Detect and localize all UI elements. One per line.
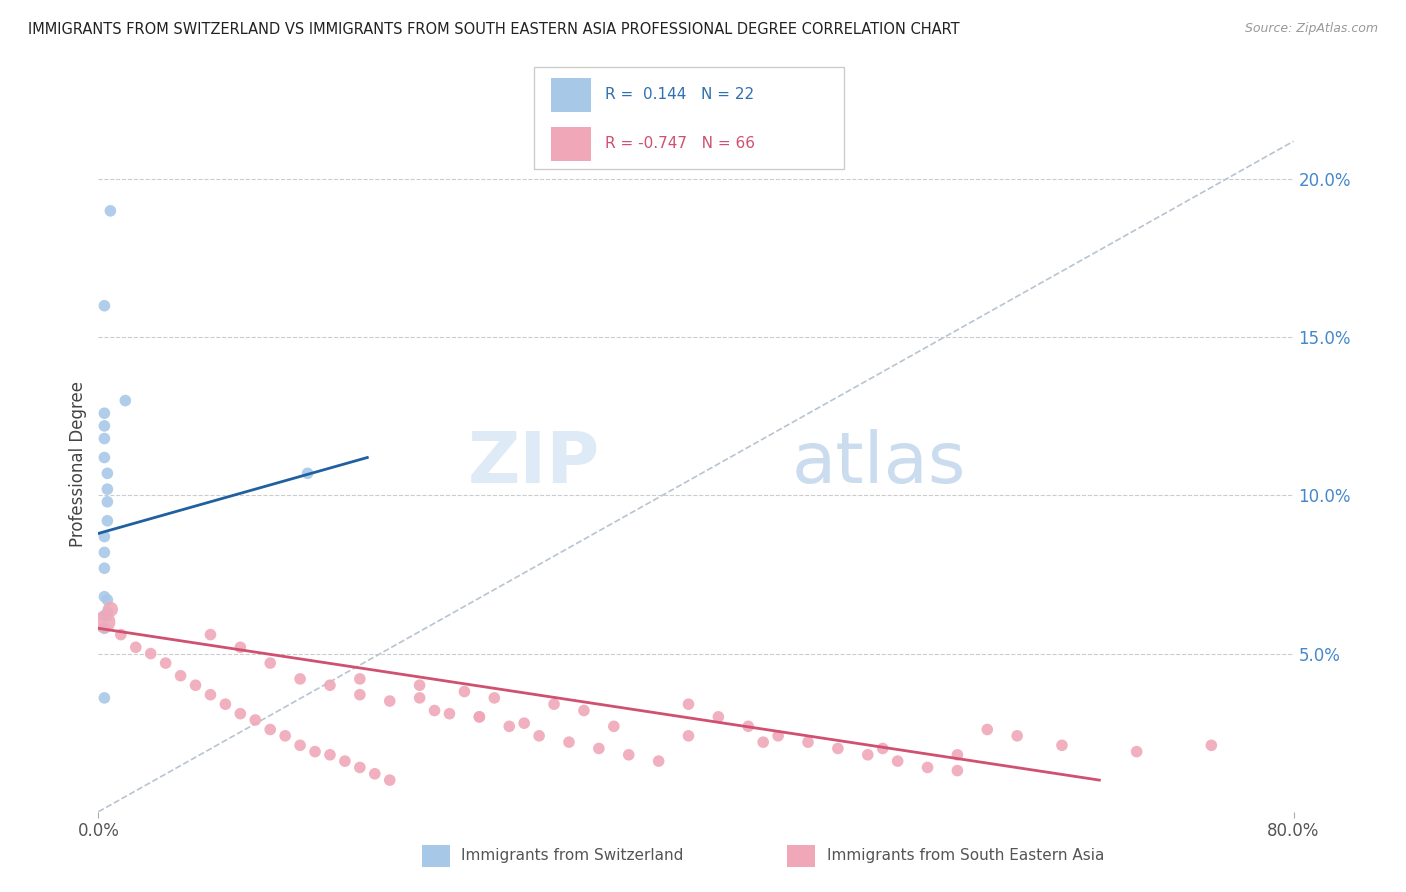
Point [96,482,118,496]
Point [93,621,115,635]
Point [917,760,939,774]
Point [93,406,115,420]
Point [752,735,775,749]
Point [378,694,401,708]
Point [378,773,401,788]
Point [100,203,122,218]
Point [364,766,387,780]
Point [200,627,222,641]
Point [319,678,342,692]
Text: Immigrants from South Eastern Asia: Immigrants from South Eastern Asia [827,848,1104,863]
Point [245,713,267,727]
Point [110,627,132,641]
Point [229,706,252,721]
Point [304,745,326,759]
Point [872,741,894,756]
Point [139,647,162,661]
Point [617,747,640,762]
Point [297,467,319,481]
Point [93,561,115,575]
Point [408,678,430,692]
Point [678,697,700,711]
Point [96,606,118,620]
Point [125,640,148,655]
Point [229,640,252,655]
Point [423,704,446,718]
Point [886,754,908,768]
Point [603,719,626,733]
Point [946,747,969,762]
Point [349,672,371,686]
Point [93,608,115,623]
Point [93,615,115,629]
Point [527,729,550,743]
Point [96,608,118,623]
Point [1125,745,1147,759]
Point [558,735,581,749]
Point [319,747,342,762]
Text: ZIP: ZIP [468,429,600,499]
Text: R =  0.144   N = 22: R = 0.144 N = 22 [605,87,754,102]
Point [572,704,595,718]
Text: Immigrants from Switzerland: Immigrants from Switzerland [461,848,683,863]
Point [184,678,207,692]
Point [259,723,281,737]
Point [93,432,115,446]
Point [96,592,118,607]
Point [259,656,281,670]
Point [114,393,136,408]
Text: atlas: atlas [792,429,966,499]
Text: R = -0.747   N = 66: R = -0.747 N = 66 [605,136,755,151]
Text: Source: ZipAtlas.com: Source: ZipAtlas.com [1244,22,1378,36]
Point [288,672,311,686]
Point [647,754,669,768]
Point [93,450,115,465]
Point [707,710,730,724]
Point [468,710,491,724]
Point [827,741,849,756]
Point [1201,739,1223,753]
Point [93,590,115,604]
Point [766,729,789,743]
Y-axis label: Professional Degree: Professional Degree [69,381,87,547]
Point [274,729,297,743]
Point [737,719,759,733]
Point [96,467,118,481]
Point [155,656,177,670]
Point [588,741,610,756]
Point [93,690,115,705]
Point [288,739,311,753]
Point [513,716,536,731]
Point [1005,729,1028,743]
Point [468,710,491,724]
Text: IMMIGRANTS FROM SWITZERLAND VS IMMIGRANTS FROM SOUTH EASTERN ASIA PROFESSIONAL D: IMMIGRANTS FROM SWITZERLAND VS IMMIGRANT… [28,22,960,37]
Point [453,684,475,698]
Point [96,514,118,528]
Point [678,729,700,743]
Point [93,299,115,313]
Point [169,669,191,683]
Point [349,760,371,774]
Point [214,697,236,711]
Point [439,706,461,721]
Point [856,747,879,762]
Point [349,688,371,702]
Point [93,418,115,433]
Point [797,735,820,749]
Point [1050,739,1073,753]
Point [946,764,969,778]
Point [333,754,356,768]
Point [498,719,520,733]
Point [200,688,222,702]
Point [543,697,565,711]
Point [484,690,506,705]
Point [408,690,430,705]
Point [93,545,115,559]
Point [976,723,998,737]
Point [96,495,118,509]
Point [93,530,115,544]
Point [100,602,122,616]
